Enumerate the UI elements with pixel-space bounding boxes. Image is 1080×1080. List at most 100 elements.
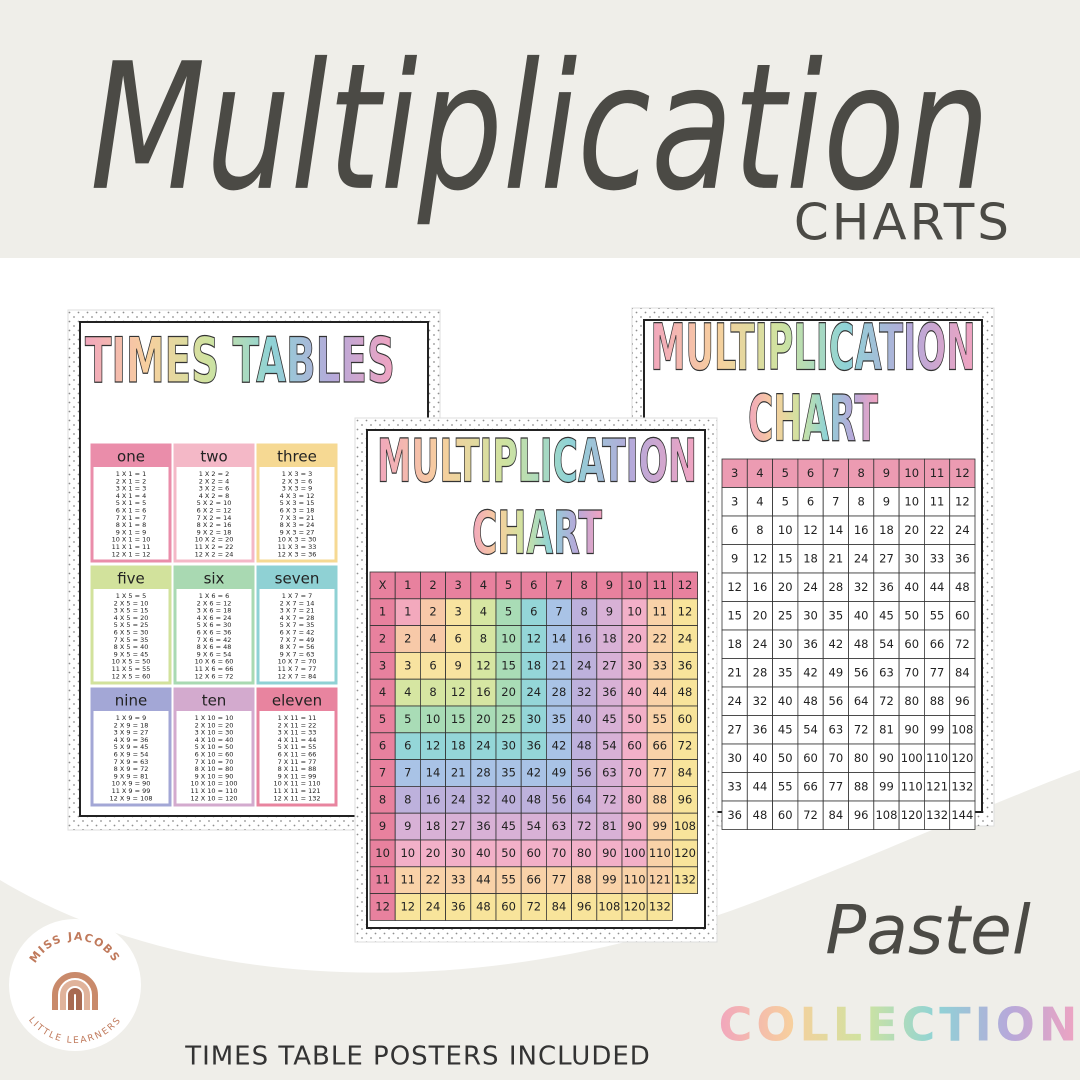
grid-cell bbox=[394, 598, 421, 626]
card-line: 6 X 3 = 18 bbox=[280, 507, 315, 515]
grid-number: 10 bbox=[426, 712, 441, 726]
header-cell bbox=[924, 458, 951, 488]
grid-number: 20 bbox=[426, 846, 441, 860]
grid-number: 36 bbox=[526, 739, 541, 753]
grid-number: 24 bbox=[803, 580, 818, 594]
grid-number: 72 bbox=[526, 900, 541, 914]
grid-cell bbox=[848, 715, 875, 745]
grid-cell bbox=[419, 598, 446, 626]
grid-number: 40 bbox=[627, 685, 642, 699]
card-line: 8 X 6 = 48 bbox=[197, 643, 232, 651]
grid-cell bbox=[394, 759, 421, 787]
grid-cell bbox=[672, 625, 699, 653]
card-line: 10 X 11 = 110 bbox=[273, 780, 320, 788]
card-line: 1 X 9 = 9 bbox=[116, 714, 147, 722]
card-header bbox=[92, 567, 170, 589]
grid-cell bbox=[546, 625, 573, 653]
grid-number: 45 bbox=[778, 722, 793, 736]
grid-number: 81 bbox=[879, 722, 894, 736]
grid-cell bbox=[746, 743, 773, 773]
grid-number: 40 bbox=[778, 694, 793, 708]
grid-number: 77 bbox=[652, 766, 667, 780]
grid-number: 48 bbox=[476, 900, 491, 914]
grid-number: 36 bbox=[879, 580, 894, 594]
grid-number: 1 bbox=[404, 605, 411, 619]
grid-number: 16 bbox=[854, 523, 869, 537]
card-line: 12 X 10 = 120 bbox=[190, 794, 237, 802]
grid-number: 66 bbox=[526, 873, 541, 887]
card-line: 3 X 1 = 3 bbox=[116, 485, 147, 493]
grid-number: 8 bbox=[581, 578, 588, 592]
grid-cell bbox=[822, 515, 849, 545]
grid-cell bbox=[898, 743, 925, 773]
grid-cell bbox=[546, 705, 573, 734]
grid-number: 20 bbox=[501, 685, 516, 699]
grid-number: 12 bbox=[803, 523, 818, 537]
grid-number: 72 bbox=[678, 739, 693, 753]
header-cell bbox=[848, 458, 875, 488]
grid-cell bbox=[571, 812, 598, 841]
grid-number: 21 bbox=[727, 665, 742, 679]
grid-number: 36 bbox=[602, 685, 617, 699]
grid-number: 15 bbox=[451, 712, 466, 726]
grid-number: 72 bbox=[955, 637, 970, 651]
card-header bbox=[258, 689, 336, 711]
grid-cell bbox=[746, 544, 773, 574]
grid-cell bbox=[797, 800, 824, 830]
grid-number: 35 bbox=[829, 608, 844, 622]
grid-number: 120 bbox=[901, 808, 923, 822]
grid-number: 72 bbox=[854, 722, 869, 736]
card-title: seven bbox=[275, 570, 320, 588]
grid-cell bbox=[621, 652, 648, 680]
grid-cell bbox=[520, 893, 547, 921]
grid-cell bbox=[949, 515, 976, 545]
card-line: 4 X 6 = 24 bbox=[197, 614, 232, 622]
card-line: 10 X 2 = 20 bbox=[195, 536, 234, 544]
grid-number: 15 bbox=[727, 608, 742, 622]
grid-number: 60 bbox=[803, 751, 818, 765]
grid-number: 12 bbox=[955, 466, 970, 480]
grid-cell bbox=[949, 629, 976, 659]
card-line: 4 X 11 = 44 bbox=[278, 736, 317, 744]
grid-number: 8 bbox=[379, 792, 386, 806]
grid-number: 28 bbox=[829, 580, 844, 594]
grid-cell bbox=[822, 487, 849, 517]
grid-number: 120 bbox=[624, 900, 646, 914]
grid-cell bbox=[520, 625, 547, 653]
grid-cell bbox=[495, 759, 522, 787]
card-line: 11 X 2 = 22 bbox=[195, 543, 234, 551]
card-line: 8 X 7 = 56 bbox=[280, 643, 315, 651]
grid-cell bbox=[394, 705, 421, 734]
grid-number: 6 bbox=[807, 494, 814, 508]
grid-number: 63 bbox=[879, 665, 894, 679]
grid-number: 9 bbox=[404, 819, 411, 833]
grid-number: 45 bbox=[501, 819, 516, 833]
grid-number: 32 bbox=[577, 685, 592, 699]
card-header bbox=[175, 445, 253, 467]
grid-number: 11 bbox=[652, 578, 667, 592]
grid-number: 54 bbox=[803, 722, 818, 736]
grid-number: 60 bbox=[678, 712, 693, 726]
grid-number: 10 bbox=[627, 605, 642, 619]
card-line: 2 X 2 = 4 bbox=[199, 477, 230, 485]
grid-number: 110 bbox=[926, 751, 948, 765]
card-line: 7 X 9 = 63 bbox=[114, 758, 149, 766]
card-header bbox=[175, 689, 253, 711]
grid-cell bbox=[596, 893, 623, 921]
grid-cell bbox=[394, 893, 421, 921]
card-line: 5 X 11 = 55 bbox=[278, 743, 317, 751]
grid-cell bbox=[646, 786, 673, 814]
grid-cell bbox=[646, 812, 673, 841]
card-line: 3 X 11 = 33 bbox=[278, 729, 317, 737]
grid-cell bbox=[949, 487, 976, 517]
grid-cell bbox=[898, 515, 925, 545]
grid-cell bbox=[772, 629, 799, 659]
card-line: 11 X 3 = 33 bbox=[278, 543, 317, 551]
grid-number: 45 bbox=[879, 608, 894, 622]
grid-cell bbox=[797, 715, 824, 745]
grid-number: 49 bbox=[829, 665, 844, 679]
card-line: 2 X 11 = 22 bbox=[278, 721, 317, 729]
grid-cell bbox=[571, 866, 598, 894]
grid-number: 16 bbox=[753, 580, 768, 594]
grid-number: 3 bbox=[404, 658, 411, 672]
